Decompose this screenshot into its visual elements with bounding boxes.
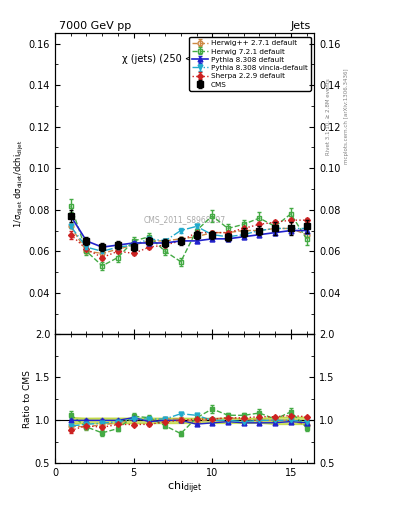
Text: χ (jets) (250 < Mjj < 350): χ (jets) (250 < Mjj < 350) — [122, 54, 247, 65]
Text: CMS_2011_S8968497: CMS_2011_S8968497 — [144, 216, 226, 224]
Text: mcplots.cern.ch [arXiv:1306.3436]: mcplots.cern.ch [arXiv:1306.3436] — [344, 69, 349, 164]
Text: Rivet 3.1.10, ≥ 2.8M events: Rivet 3.1.10, ≥ 2.8M events — [326, 78, 331, 155]
X-axis label: chi$_\mathregular{dijet}$: chi$_\mathregular{dijet}$ — [167, 480, 202, 496]
Text: Jets: Jets — [290, 20, 310, 31]
Y-axis label: Ratio to CMS: Ratio to CMS — [23, 370, 32, 428]
Text: 7000 GeV pp: 7000 GeV pp — [59, 20, 131, 31]
Y-axis label: 1/σ$_\mathregular{dijet}$ dσ$_\mathregular{dijet}$/dchi$_\mathregular{dijet}$: 1/σ$_\mathregular{dijet}$ dσ$_\mathregul… — [13, 140, 26, 228]
Legend: Herwig++ 2.7.1 default, Herwig 7.2.1 default, Pythia 8.308 default, Pythia 8.308: Herwig++ 2.7.1 default, Herwig 7.2.1 def… — [189, 37, 311, 91]
